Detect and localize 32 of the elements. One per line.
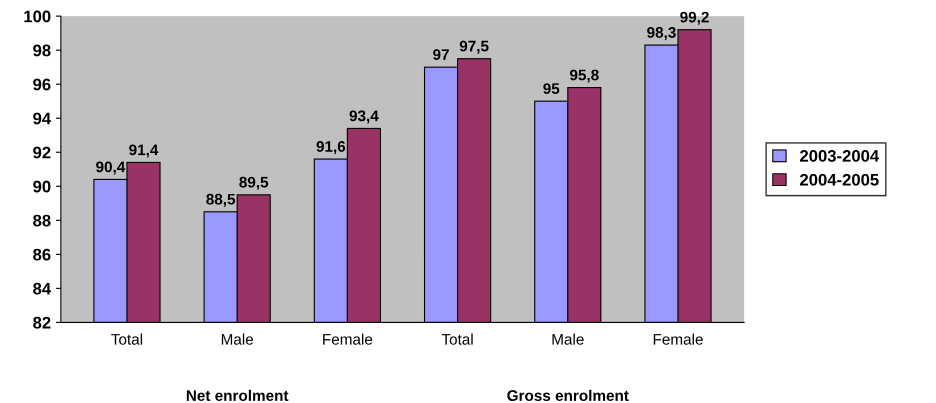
y-tick-label: 94 bbox=[33, 112, 52, 124]
text: Gross enrolment bbox=[507, 390, 629, 402]
x-tick-label: Total bbox=[442, 334, 473, 345]
data-label: 91,4 bbox=[129, 144, 158, 158]
data-label: 95,8 bbox=[570, 70, 599, 83]
x-tick-label: Total bbox=[111, 334, 142, 345]
y-tick-label: 98 bbox=[33, 44, 51, 56]
y-tick-label: 86 bbox=[33, 248, 51, 261]
data-label: 90,4 bbox=[96, 161, 126, 174]
text: Net enrolment bbox=[186, 390, 288, 402]
data-label: 97,5 bbox=[460, 40, 489, 54]
legend-label: 2003-2004 bbox=[800, 150, 880, 162]
y-tick-label: 90 bbox=[33, 180, 50, 192]
data-label: 91,6 bbox=[316, 141, 346, 154]
data-label: 99,2 bbox=[680, 12, 709, 25]
x-tick-label: Female bbox=[323, 334, 372, 345]
y-tick-label: 88 bbox=[33, 214, 51, 227]
data-label: 93,4 bbox=[350, 110, 379, 124]
legend-label: 2004-2005 bbox=[800, 174, 879, 186]
y-tick-label: 96 bbox=[33, 78, 51, 90]
y-tick-label: 84 bbox=[33, 282, 52, 295]
y-tick-label: 92 bbox=[33, 146, 50, 158]
x-tick-label: Male bbox=[222, 334, 254, 345]
data-label: 95 bbox=[543, 83, 560, 94]
x-tick-label: Female bbox=[654, 334, 703, 345]
y-tick-label: 100 bbox=[24, 10, 50, 22]
data-label: 98,3 bbox=[647, 27, 676, 40]
y-tick-label: 82 bbox=[33, 316, 50, 329]
data-label: 88,5 bbox=[206, 194, 236, 207]
data-label: 89,5 bbox=[239, 176, 268, 190]
x-tick-label: Male bbox=[552, 334, 584, 345]
data-label: 97 bbox=[433, 49, 449, 60]
